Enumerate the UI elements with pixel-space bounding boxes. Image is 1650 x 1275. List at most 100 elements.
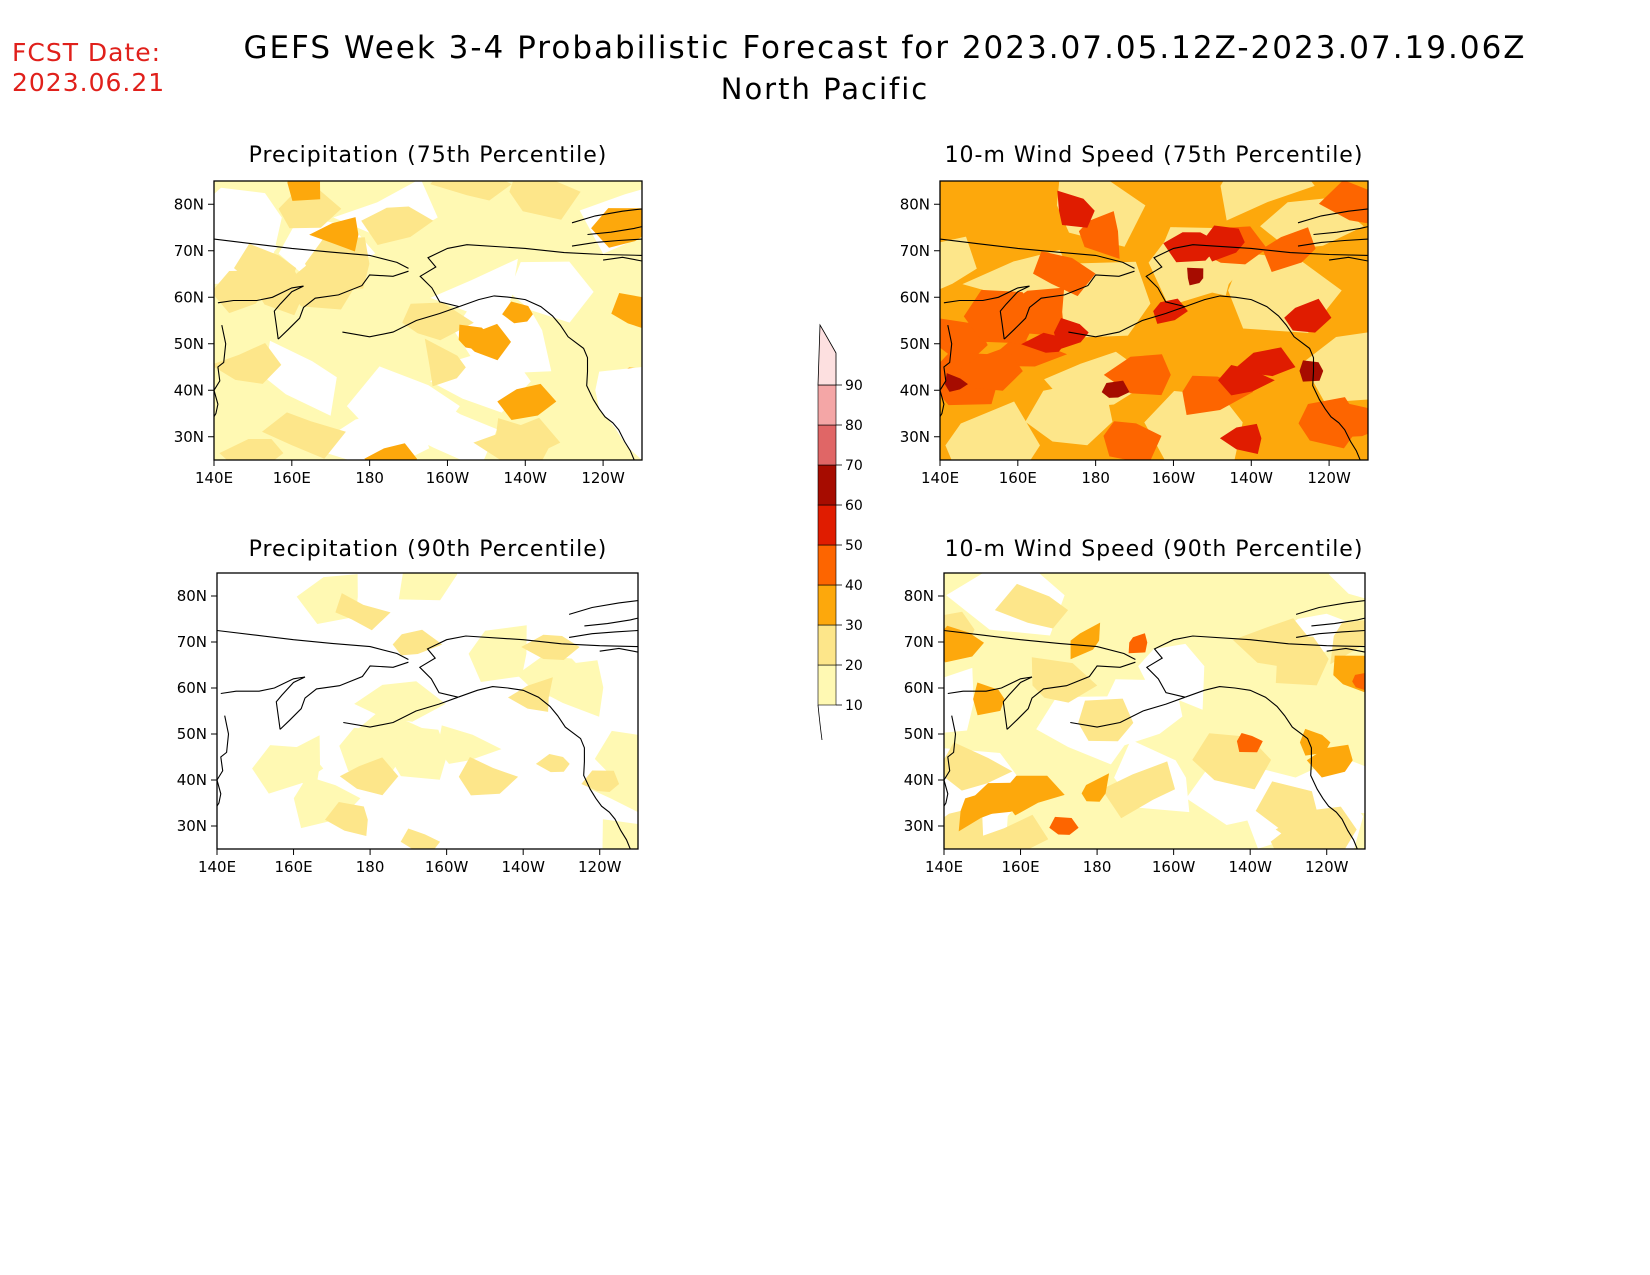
contour-blob [944, 742, 1013, 791]
map-frame [216, 572, 639, 850]
coastline [587, 226, 642, 236]
contour-blob [1070, 622, 1101, 660]
contour-blob [611, 293, 642, 328]
shaded-field [940, 181, 1368, 460]
lat-tick-label: 30N [900, 428, 930, 446]
coastline [217, 629, 409, 660]
contour-blob [1187, 267, 1204, 286]
lon-tick-label: 140E [925, 858, 963, 876]
contour-blob [214, 187, 282, 255]
land-mask [595, 367, 642, 460]
lat-tick-label: 40N [177, 771, 207, 789]
lat-tick-label: 40N [174, 381, 204, 399]
coastline [1329, 256, 1368, 262]
coastline [1070, 696, 1186, 728]
figure-title-block: GEFS Week 3-4 Probabilistic Forecast for… [0, 30, 1650, 106]
lat-tick-label: 50N [904, 725, 934, 743]
contour-blob [346, 366, 460, 444]
colorbar-swatch [817, 424, 837, 466]
colorbar-swatch [817, 504, 837, 546]
contour-blob [957, 347, 1023, 391]
lon-tick-label: 180 [355, 469, 384, 487]
contour-blob [1101, 761, 1175, 819]
contour-blob [437, 725, 502, 764]
contour-blob [1218, 365, 1275, 396]
contour-blob [591, 208, 642, 248]
colorbar-swatch [817, 464, 837, 506]
lat-tick-label: 50N [900, 335, 930, 353]
lon-tick-label: 120W [1305, 858, 1349, 876]
contour-blob [214, 343, 282, 384]
coastline [1068, 306, 1186, 338]
coastline [1184, 686, 1358, 849]
contour-blob [535, 754, 570, 773]
lat-tick-label: 70N [174, 242, 204, 260]
lon-tick-label: 160E [999, 469, 1037, 487]
lat-tick-label: 60N [900, 288, 930, 306]
panel-title-precip-75: Precipitation (75th Percentile) [248, 143, 608, 168]
colorbar-label: 50 [845, 538, 863, 554]
lat-tick-label: 30N [177, 817, 207, 835]
contour-blob [287, 181, 321, 201]
coastline [584, 617, 638, 627]
contour-blob [996, 287, 1065, 337]
contour-blob [1220, 181, 1315, 221]
contour-blob [1262, 227, 1316, 272]
contour-blob [252, 745, 324, 794]
lon-tick-label: 120W [578, 858, 622, 876]
coastline [1184, 295, 1361, 460]
contour-blob [973, 814, 1049, 849]
coastline [944, 715, 957, 808]
contour-blob [217, 710, 264, 775]
contour-blob [309, 217, 359, 252]
contour-blob [1333, 400, 1368, 438]
lon-tick-label: 180 [356, 858, 385, 876]
coastline [947, 676, 1033, 730]
colorbar-label: 80 [845, 418, 863, 434]
lat-tick-label: 60N [177, 679, 207, 697]
lon-tick-label: 140W [501, 858, 545, 876]
map-frame [213, 180, 643, 461]
contour-blob [354, 681, 446, 722]
colorbar-swatch [817, 624, 837, 666]
contour-blob [594, 730, 638, 785]
colorbar-label: 90 [845, 378, 863, 394]
contour-blob [944, 373, 968, 392]
contour-blob [1033, 251, 1096, 297]
coastline [214, 324, 227, 418]
contour-blob [1299, 360, 1324, 382]
contour-blob [264, 340, 337, 416]
coastline [1313, 226, 1368, 236]
contour-blob [466, 739, 560, 824]
contour-blob [1236, 733, 1263, 753]
contour-blob [398, 573, 458, 601]
colorbar-swatch [817, 323, 837, 386]
lon-tick-label: 140E [921, 469, 959, 487]
coastline [1003, 270, 1135, 340]
contour-blob [325, 802, 368, 836]
contour-blob [339, 757, 399, 796]
coastline [940, 238, 1135, 269]
contour-blob [364, 443, 417, 460]
contour-blob [1049, 816, 1079, 835]
coastline [1297, 238, 1368, 247]
coastline [279, 661, 409, 730]
coastline [571, 238, 642, 247]
coastline [217, 285, 304, 340]
coastline [1326, 647, 1365, 653]
contour-blob [458, 757, 519, 796]
figure-subtitle: North Pacific [720, 72, 930, 106]
contour-blob [335, 593, 391, 631]
contour-blob [402, 302, 474, 341]
contour-blob [424, 338, 466, 387]
lat-tick-label: 30N [174, 428, 204, 446]
contour-blob [1078, 698, 1134, 742]
map-panel-1: 140E 160E 180 160W 140W 120W 80N 70N 60N 50N 40N 30… [174, 180, 643, 487]
contour-blob [1081, 773, 1110, 802]
colorbar-swatch [817, 584, 837, 626]
contour-blob [502, 301, 533, 324]
coastline [457, 686, 631, 849]
contour-blob [581, 770, 620, 792]
contour-blob [945, 401, 1040, 460]
contour-blob [1299, 728, 1331, 756]
